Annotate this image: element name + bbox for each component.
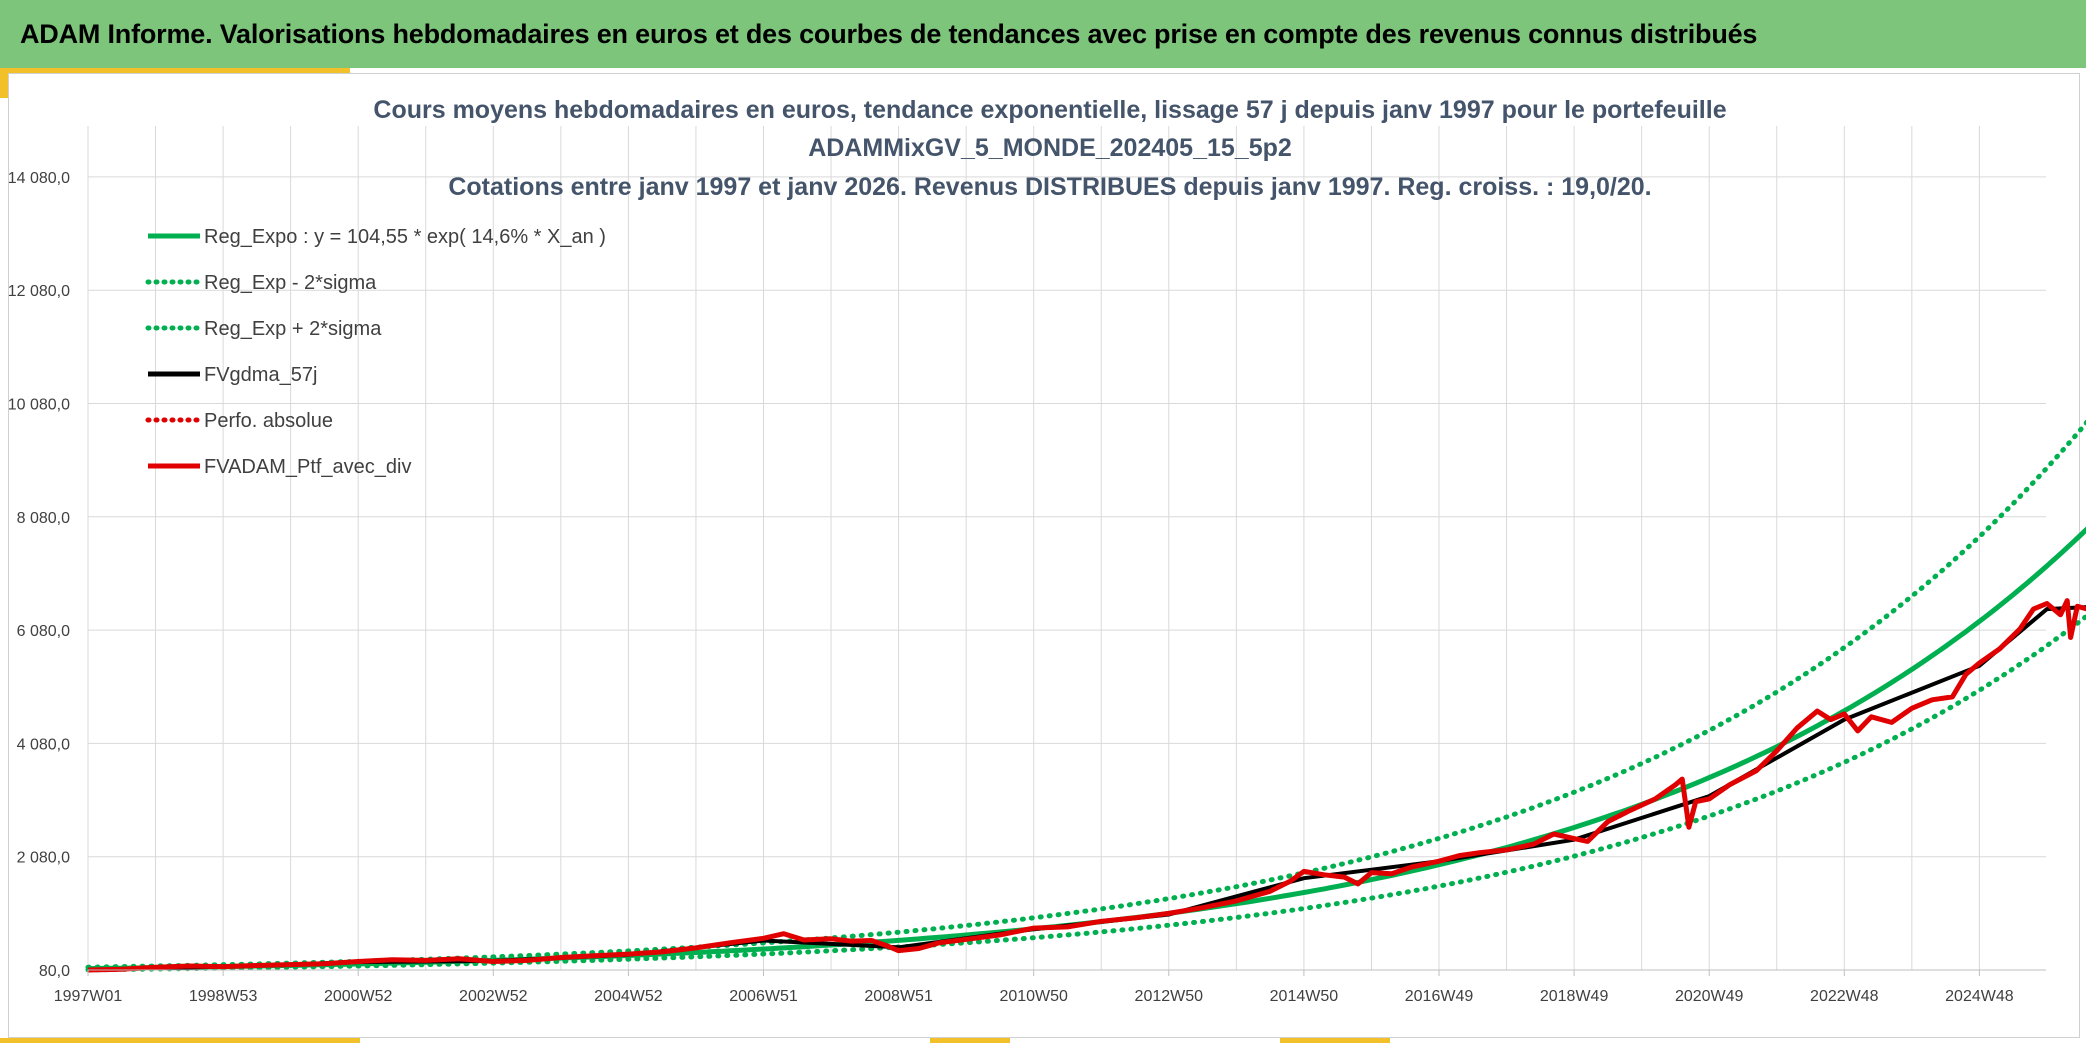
y-tick-label: 80,0 [39,963,70,980]
accent-corner [0,68,8,98]
x-tick-label: 2016W49 [1405,988,1474,1005]
x-tick-label: 2006W51 [729,988,798,1005]
y-tick-label: 8 080,0 [17,510,70,527]
accent-bottom-strip [0,1038,360,1043]
header-bar: ADAM Informe. Valorisations hebdomadaire… [0,0,2086,68]
y-tick-label: 4 080,0 [17,736,70,753]
y-tick-label: 6 080,0 [17,623,70,640]
chart-title-line-3: Cotations entre janv 1997 et janv 2026. … [448,173,1651,201]
x-tick-label: 1998W53 [189,988,258,1005]
x-tick-label: 2018W49 [1540,988,1609,1005]
legend: Reg_Expo : y = 104,55 * exp( 14,6% * X_a… [145,226,606,478]
legend-label: Reg_Exp + 2*sigma [204,318,382,340]
x-tick-label: 2014W50 [1270,988,1339,1005]
series-reg-exp-plus-2sigma [85,419,2086,970]
y-tick-label: 14 080,0 [8,170,70,187]
page-title: ADAM Informe. Valorisations hebdomadaire… [20,18,1758,49]
y-tick-label: 12 080,0 [8,283,70,300]
x-tick-label: 2002W52 [459,988,528,1005]
chart-title: Cours moyens hebdomadaires en euros, ten… [373,96,1726,201]
legend-label: FVgdma_57j [204,364,317,386]
x-tick-label: 2012W50 [1135,988,1204,1005]
series-fvadam-ptf-avec-div [87,598,2086,973]
y-tick-label: 2 080,0 [17,850,70,867]
legend-label: Perfo. absolue [204,410,333,432]
series-fvgdma-57j [87,605,2086,972]
series-reg-expo [87,526,2086,972]
x-tick-label: 2000W52 [324,988,393,1005]
legend-label: Reg_Exp - 2*sigma [204,272,377,294]
series-reg-exp-minus-2sigma [85,613,2086,973]
x-tick-label: 2022W48 [1810,988,1879,1005]
legend-label: Reg_Expo : y = 104,55 * exp( 14,6% * X_a… [204,226,606,248]
chart-title-line-1: Cours moyens hebdomadaires en euros, ten… [373,96,1726,124]
x-tick-label: 2020W49 [1675,988,1744,1005]
y-tick-label: 10 080,0 [8,397,70,414]
x-tick-label: 2010W50 [999,988,1068,1005]
accent-bottom-strip [930,1038,1010,1043]
x-tick-label: 2008W51 [864,988,933,1005]
legend-label: FVADAM_Ptf_avec_div [204,456,412,478]
chart-title-line-2: ADAMMixGV_5_MONDE_202405_15_5p2 [808,134,1292,162]
x-tick-label: 2004W52 [594,988,663,1005]
axes: 80,0 2 080,0 4 080,0 6 080,0 8 080,0 10 080,0… [8,170,2046,1005]
x-tick-label: 2024W48 [1945,988,2014,1005]
x-tick-label: 1997W01 [54,988,123,1005]
chart-frame [8,73,2080,1038]
series [85,419,2086,973]
accent-bottom-strip [1280,1038,1390,1043]
accent-strip [0,68,350,73]
grid [87,126,2046,971]
